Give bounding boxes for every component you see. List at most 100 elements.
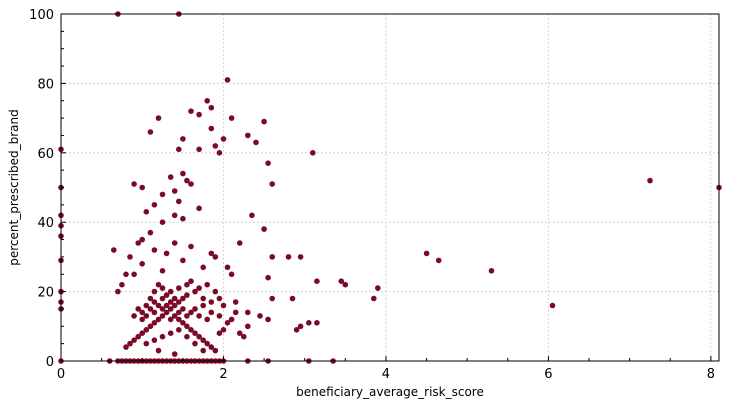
y-tick-label: 40 [37, 216, 54, 231]
scatter-point [143, 340, 150, 347]
scatter-point [196, 313, 202, 319]
scatter-point [208, 299, 215, 305]
data-points [58, 11, 722, 364]
scatter-point [123, 271, 129, 278]
scatter-point [245, 323, 251, 330]
scatter-point [204, 98, 210, 104]
scatter-point [167, 174, 174, 180]
x-tick-label: 6 [544, 367, 552, 382]
scatter-point [647, 177, 653, 184]
scatter-point [151, 288, 158, 295]
scatter-point [245, 309, 251, 316]
scatter-point [176, 316, 182, 323]
scatter-point [184, 323, 190, 330]
scatter-point [228, 316, 235, 323]
scatter-point [159, 306, 166, 312]
scatter-point [549, 302, 556, 309]
scatter-point [236, 330, 243, 337]
scatter-point [127, 340, 133, 347]
scatter-point [257, 313, 263, 319]
scatter-point [371, 295, 377, 302]
scatter-point [155, 115, 162, 121]
scatter-point [232, 309, 239, 316]
scatter-point [151, 320, 158, 326]
scatter-point [167, 299, 174, 305]
x-tick-label: 2 [219, 367, 227, 382]
scatter-point [171, 351, 178, 357]
scatter-point [236, 240, 243, 246]
scatter-point [135, 333, 141, 340]
y-axis-label: percent_prescribed_brand [7, 109, 21, 266]
scatter-point [167, 306, 174, 312]
scatter-point [159, 191, 166, 198]
scatter-point [228, 115, 235, 121]
scatter-point [151, 202, 158, 208]
scatter-point [147, 229, 154, 236]
y-tick-label: 0 [46, 355, 54, 370]
scatter-point [204, 340, 210, 347]
scatter-point [269, 295, 276, 302]
scatter-point [204, 316, 210, 323]
scatter-point [188, 108, 194, 114]
scatter-point [171, 313, 178, 319]
scatter-point [127, 254, 133, 260]
scatter-point [192, 288, 198, 295]
scatter-point [216, 295, 223, 302]
scatter-point [167, 316, 174, 323]
scatter-point [228, 271, 235, 278]
scatter-point [192, 330, 198, 337]
scatter-point [208, 309, 215, 316]
scatter-point [208, 125, 215, 132]
scatter-point [143, 302, 150, 309]
scatter-point [314, 320, 320, 326]
scatter-point [265, 316, 271, 323]
scatter-point [196, 205, 202, 212]
x-tick-label: 4 [382, 367, 390, 382]
scatter-point [241, 333, 247, 340]
scatter-point [163, 292, 170, 298]
scatter-point [196, 285, 202, 291]
scatter-point [167, 288, 174, 295]
plot-frame [60, 13, 720, 362]
scatter-point [131, 313, 137, 319]
scatter-point [180, 257, 186, 264]
scatter-point [176, 299, 182, 305]
scatter-point [224, 264, 231, 271]
scatter-point [131, 271, 137, 278]
scatter-point [135, 240, 141, 246]
grid-lines [61, 14, 719, 361]
y-tick-label: 60 [37, 147, 54, 162]
scatter-point [224, 320, 231, 326]
scatter-point [155, 302, 162, 309]
scatter-point [139, 316, 145, 323]
scatter-point [196, 111, 202, 118]
scatter-point [245, 132, 251, 139]
scatter-point [216, 330, 223, 337]
scatter-point [212, 288, 219, 295]
scatter-point [435, 257, 442, 264]
scatter-point [212, 347, 219, 354]
scatter-point [297, 254, 304, 260]
scatter-point [184, 292, 190, 298]
scatter-point [135, 306, 141, 312]
scatter-point [147, 295, 154, 302]
scatter-point [176, 146, 182, 153]
scatter-point [131, 181, 137, 187]
scatter-point [375, 285, 381, 291]
scatter-point [261, 118, 267, 125]
scatter-point [196, 146, 202, 153]
scatter-point [224, 77, 231, 83]
scatter-point [176, 309, 182, 316]
scatter-point [139, 184, 145, 191]
scatter-point [155, 347, 162, 354]
scatter-point [314, 278, 320, 285]
scatter-point [342, 281, 349, 288]
scatter-point [188, 181, 194, 187]
scatter-point [171, 188, 178, 194]
scatter-point [200, 295, 206, 302]
scatter-point [289, 295, 296, 302]
scatter-point [293, 327, 300, 333]
scatter-point [220, 136, 227, 142]
